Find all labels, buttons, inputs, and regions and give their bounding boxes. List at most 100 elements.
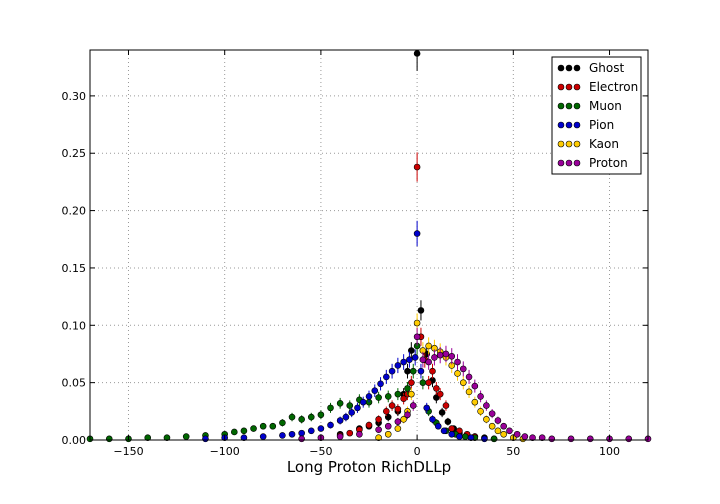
- data-point: [465, 373, 473, 381]
- data-point: [413, 319, 421, 327]
- data-point: [356, 430, 363, 438]
- data-point: [425, 379, 432, 386]
- data-point: [429, 416, 436, 423]
- data-point: [423, 404, 431, 412]
- data-point: [346, 429, 354, 437]
- x-tick-label: 100: [599, 445, 620, 458]
- data-point: [394, 390, 402, 398]
- legend-label: Ghost: [589, 61, 624, 75]
- data-point: [259, 422, 267, 430]
- data-point: [567, 435, 575, 443]
- data-point: [465, 388, 473, 396]
- data-point: [425, 358, 432, 366]
- data-point: [488, 422, 496, 430]
- data-point: [481, 435, 488, 443]
- data-point: [538, 434, 546, 442]
- data-point: [483, 416, 490, 423]
- legend-item-muon: Muon: [557, 99, 622, 113]
- data-point: [384, 422, 392, 430]
- data-point: [365, 421, 373, 429]
- data-point: [240, 427, 248, 435]
- legend-box: [551, 56, 642, 175]
- data-point: [298, 435, 305, 443]
- legend-marker: [557, 121, 565, 129]
- data-point: [400, 395, 407, 403]
- data-point: [408, 390, 415, 398]
- data-point: [444, 418, 452, 425]
- data-point: [467, 434, 475, 442]
- data-point: [400, 416, 407, 423]
- legend: Ghost Electron Muon Pion Kaon Proton: [551, 56, 642, 175]
- data-point: [442, 350, 450, 358]
- data-point: [433, 385, 440, 392]
- data-point: [417, 367, 425, 375]
- legend-label: Kaon: [589, 137, 619, 151]
- data-point: [419, 356, 427, 364]
- x-tick-label: 0: [414, 445, 421, 458]
- data-point: [269, 422, 277, 430]
- data-point: [342, 413, 350, 421]
- data-point: [448, 352, 456, 360]
- data-point: [298, 416, 305, 423]
- legend-label: Proton: [589, 156, 628, 170]
- legend-marker: [565, 140, 573, 148]
- data-point: [434, 422, 442, 430]
- legend-marker: [565, 64, 573, 72]
- data-point: [454, 358, 461, 366]
- grid: [90, 50, 648, 440]
- data-point: [388, 367, 396, 375]
- data-point: [409, 402, 417, 409]
- ticks: −150 −100 −50 0 50 100 0.00 0.05 0.10 0.15 0.20 0.2…: [62, 50, 648, 458]
- data-point: [317, 411, 325, 419]
- data-point: [477, 393, 484, 400]
- data-point: [409, 367, 417, 375]
- data-point: [371, 387, 379, 394]
- x-tick-label: −100: [210, 445, 240, 458]
- legend-label: Pion: [589, 118, 614, 132]
- data-point: [144, 434, 152, 442]
- series-pion: [202, 220, 488, 443]
- legend-label: Muon: [589, 99, 622, 113]
- y-tick-label: 0.25: [62, 147, 87, 160]
- data-point: [231, 428, 238, 436]
- data-point: [388, 402, 396, 409]
- data-point: [548, 435, 556, 443]
- data-point: [406, 356, 413, 364]
- legend-marker: [573, 140, 581, 148]
- legend-marker: [557, 83, 565, 91]
- legend-marker: [573, 64, 581, 72]
- data-point: [375, 394, 382, 401]
- data-point: [404, 411, 411, 419]
- legend-item-kaon: Kaon: [557, 137, 619, 151]
- data-point: [506, 427, 513, 435]
- data-point: [411, 354, 419, 361]
- x-tick-label: 50: [506, 445, 520, 458]
- data-point: [250, 425, 257, 432]
- x-tick-label: −50: [309, 445, 332, 458]
- data-point: [404, 385, 411, 392]
- data-point: [394, 362, 402, 369]
- data-point: [279, 419, 286, 427]
- data-point: [448, 430, 456, 438]
- data-point: [288, 430, 296, 438]
- data-point: [438, 409, 446, 416]
- legend-marker: [573, 121, 581, 129]
- data-point: [513, 430, 521, 438]
- data-point: [459, 379, 467, 386]
- data-point: [521, 433, 529, 440]
- data-point: [365, 393, 373, 400]
- legend-item-ghost: Ghost: [557, 61, 624, 75]
- data-point: [459, 365, 467, 373]
- data-point: [279, 432, 286, 439]
- data-point: [471, 398, 479, 406]
- legend-marker: [565, 102, 573, 110]
- data-point: [408, 379, 415, 386]
- legend-marker: [557, 64, 565, 72]
- data-point: [477, 408, 484, 415]
- data-point: [163, 434, 171, 442]
- data-point: [419, 379, 427, 386]
- data-point: [442, 402, 450, 409]
- data-point: [346, 402, 354, 409]
- data-point: [359, 398, 367, 406]
- y-tick-label: 0.05: [62, 377, 87, 390]
